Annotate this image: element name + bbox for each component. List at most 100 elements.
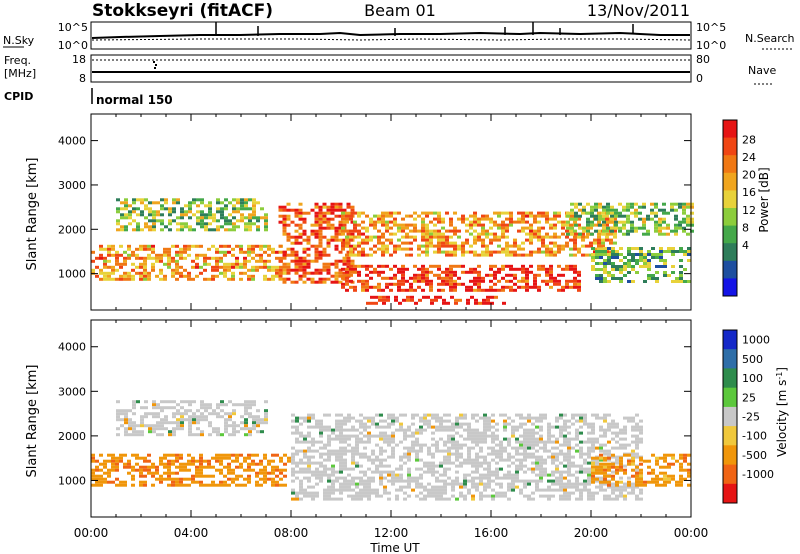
echo-cell xyxy=(439,437,443,441)
echo-cell xyxy=(267,471,271,475)
echo-cell xyxy=(567,443,571,447)
echo-cell xyxy=(310,271,315,275)
power-ylabel: Slant Range [km] xyxy=(25,158,40,271)
echo-cell xyxy=(607,485,611,489)
nsky-spikes xyxy=(215,22,634,36)
echo-cell xyxy=(208,222,212,226)
echo-cell xyxy=(355,419,359,423)
echo-cell xyxy=(387,422,391,426)
echo-cell xyxy=(343,479,347,483)
echo-cell xyxy=(375,458,379,462)
echo-cell xyxy=(607,483,611,487)
echo-cell xyxy=(251,274,255,278)
echo-cell xyxy=(507,476,511,480)
echo-cell xyxy=(243,271,247,275)
echo-cell xyxy=(163,262,167,266)
echo-cell xyxy=(531,497,535,501)
echo-cell xyxy=(264,409,268,413)
echo-cell xyxy=(545,244,549,248)
echo-cell xyxy=(374,295,378,299)
echo-cell xyxy=(447,452,451,456)
echo-cell xyxy=(635,262,639,265)
echo-cell xyxy=(413,235,417,239)
echo-cell xyxy=(423,428,427,432)
echo-cell xyxy=(459,491,463,495)
echo-cell xyxy=(655,462,659,466)
echo-cell xyxy=(423,443,427,447)
echo-cell xyxy=(403,434,407,438)
echo-cell xyxy=(405,214,409,218)
nsearch-trace xyxy=(91,38,691,41)
echo-cell xyxy=(443,458,447,462)
echo-cell xyxy=(294,211,299,215)
echo-cell xyxy=(525,226,529,230)
echo-cell xyxy=(475,419,479,423)
echo-cell xyxy=(199,474,203,478)
echo-cell xyxy=(267,268,271,272)
echo-cell xyxy=(212,412,216,416)
echo-cell xyxy=(279,256,283,260)
echo-cell xyxy=(461,247,465,251)
echo-cell xyxy=(227,262,231,266)
echo-cell xyxy=(295,497,299,501)
echo-cell xyxy=(654,223,658,227)
echo-cell xyxy=(463,485,467,489)
echo-cell xyxy=(399,455,403,459)
echo-cell xyxy=(583,479,587,483)
echo-cell xyxy=(581,235,585,239)
echo-cell xyxy=(275,465,279,469)
echo-cell xyxy=(311,461,315,465)
echo-cell xyxy=(507,443,511,447)
echo-cell xyxy=(385,214,389,218)
echo-cell xyxy=(338,229,343,233)
echo-cell xyxy=(143,456,147,460)
echo-cell xyxy=(622,220,626,224)
echo-cell xyxy=(477,223,481,227)
echo-cell xyxy=(331,428,335,432)
echo-cell xyxy=(527,443,531,447)
echo-cell xyxy=(152,222,156,226)
echo-cell xyxy=(307,449,311,453)
echo-cell xyxy=(243,456,247,460)
echo-cell xyxy=(187,277,191,281)
echo-cell xyxy=(111,277,115,281)
echo-cell xyxy=(586,202,590,206)
echo-cell xyxy=(389,288,393,292)
echo-cell xyxy=(339,461,343,465)
echo-cell xyxy=(606,208,610,212)
echo-cell xyxy=(455,419,459,423)
echo-cell xyxy=(559,494,563,498)
echo-cell xyxy=(307,434,311,438)
echo-cell xyxy=(599,476,603,480)
echo-cell xyxy=(626,229,630,233)
echo-cell xyxy=(439,497,443,501)
echo-cell xyxy=(529,285,533,289)
echo-cell xyxy=(573,232,577,236)
echo-cell xyxy=(457,235,461,239)
echo-cell xyxy=(557,244,561,248)
echo-cell xyxy=(611,465,615,469)
echo-cell xyxy=(421,250,425,254)
echo-cell xyxy=(251,247,255,251)
echo-cell xyxy=(379,413,383,417)
echo-cell xyxy=(196,198,200,202)
echo-cell xyxy=(447,467,451,471)
echo-cell xyxy=(622,232,626,236)
echo-cell xyxy=(493,250,497,254)
echo-cell xyxy=(563,413,567,417)
echo-cell xyxy=(623,464,627,468)
echo-cell xyxy=(244,424,248,428)
echo-cell xyxy=(103,465,107,469)
echo-cell xyxy=(91,259,95,263)
echo-cell xyxy=(443,449,447,453)
echo-cell xyxy=(294,253,299,257)
echo-cell xyxy=(519,425,523,429)
echo-cell xyxy=(469,244,473,248)
echo-cell xyxy=(479,446,483,450)
echo-cell xyxy=(136,424,140,428)
echo-cell xyxy=(251,265,255,269)
echo-cell xyxy=(207,483,211,487)
echo-cell xyxy=(419,428,423,432)
echo-cell xyxy=(627,416,631,420)
echo-cell xyxy=(599,262,603,265)
